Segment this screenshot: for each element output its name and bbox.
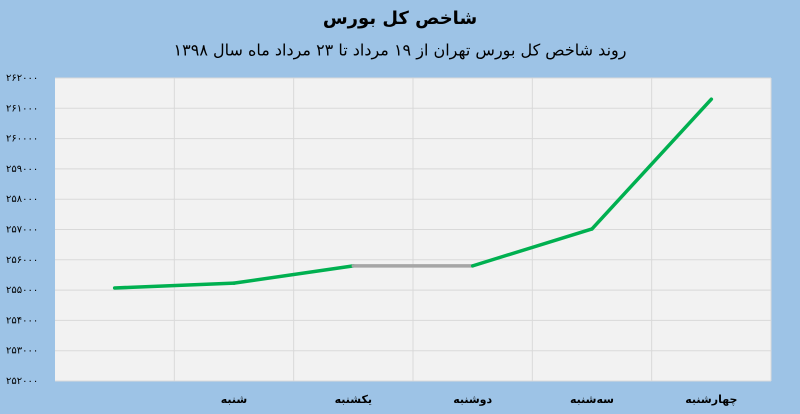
y-tick-label: ۲۵۲۰۰۰	[6, 376, 38, 387]
y-tick-label: ۲۶۱۰۰۰	[6, 103, 38, 114]
x-tick-label: چهارشنبه	[685, 393, 737, 406]
y-tick-label: ۲۵۹۰۰۰	[6, 164, 38, 175]
x-tick-label: یکشنبه	[335, 393, 372, 406]
line-segment	[590, 97, 714, 231]
y-tick-label: ۲۵۷۰۰۰	[6, 225, 38, 236]
chart-subtitle: روند شاخص کل بورس تهران از ۱۹ مرداد تا ۲…	[174, 41, 627, 61]
y-tick-label: ۲۶۰۰۰۰	[6, 134, 38, 145]
line-segment	[470, 227, 594, 268]
line-segment	[112, 281, 236, 290]
y-tick-label: ۲۵۶۰۰۰	[6, 255, 38, 266]
y-tick-label: ۲۵۵۰۰۰	[6, 285, 38, 296]
y-tick-label: ۲۵۸۰۰۰	[6, 194, 38, 205]
chart-title: شاخص کل بورس	[323, 8, 477, 29]
y-tick-label: ۲۵۳۰۰۰	[6, 346, 38, 357]
x-tick-label: شنبه	[221, 393, 247, 406]
x-tick-label: سه‌شنبه	[570, 393, 614, 406]
y-tick-label: ۲۵۴۰۰۰	[6, 315, 38, 326]
y-tick-label: ۲۶۲۰۰۰	[6, 73, 38, 84]
x-tick-label: دوشنبه	[453, 393, 492, 406]
line-segment	[232, 264, 356, 285]
